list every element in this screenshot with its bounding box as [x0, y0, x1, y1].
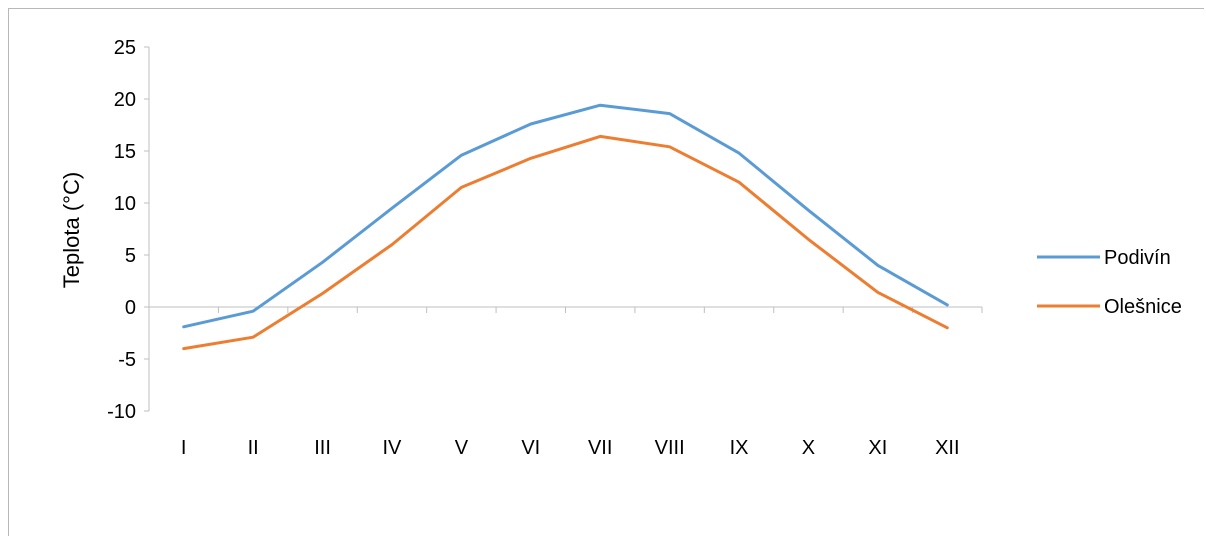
- y-tick-labels: -10 -5 0 5 10 15 20 25: [107, 37, 136, 423]
- y-tick-label: 15: [114, 141, 136, 163]
- x-tick-label: V: [455, 437, 469, 459]
- y-tick-label: 5: [125, 245, 136, 267]
- x-tick-label: X: [802, 437, 815, 459]
- x-tick-label: VI: [521, 437, 540, 459]
- x-tick-label: IV: [383, 437, 403, 459]
- y-tick-label: 20: [114, 89, 136, 111]
- y-tick-label: 10: [114, 193, 136, 215]
- x-tick-label: XII: [935, 437, 959, 459]
- x-tick-label: I: [181, 437, 187, 459]
- y-tick-label: 0: [125, 297, 136, 319]
- y-axis-label: Teplota (°C): [59, 172, 84, 288]
- series-line-1: [182, 103, 949, 329]
- y-tick-label: -10: [107, 401, 136, 423]
- chart-frame: [8, 8, 1204, 536]
- x-tick-label: II: [248, 437, 259, 459]
- y-tick-label: 25: [114, 37, 136, 59]
- x-tick-label: XI: [868, 437, 887, 459]
- y-tick-label: -5: [118, 349, 136, 371]
- legend-label-2: Olešnice: [1104, 296, 1182, 318]
- legend-label-1: Podivín: [1104, 247, 1171, 269]
- x-tick-label: VIII: [655, 437, 685, 459]
- x-tick-labels: I II III IV V VI VII VIII IX X XI XII: [181, 437, 960, 459]
- series-line-2: [182, 134, 949, 351]
- series-lines: [182, 103, 949, 351]
- x-tick-label: IX: [730, 437, 749, 459]
- x-tick-label: VII: [588, 437, 612, 459]
- x-tick-label: III: [314, 437, 331, 459]
- legend: Podivín Olešnice: [1037, 247, 1182, 318]
- axes: [144, 46, 983, 412]
